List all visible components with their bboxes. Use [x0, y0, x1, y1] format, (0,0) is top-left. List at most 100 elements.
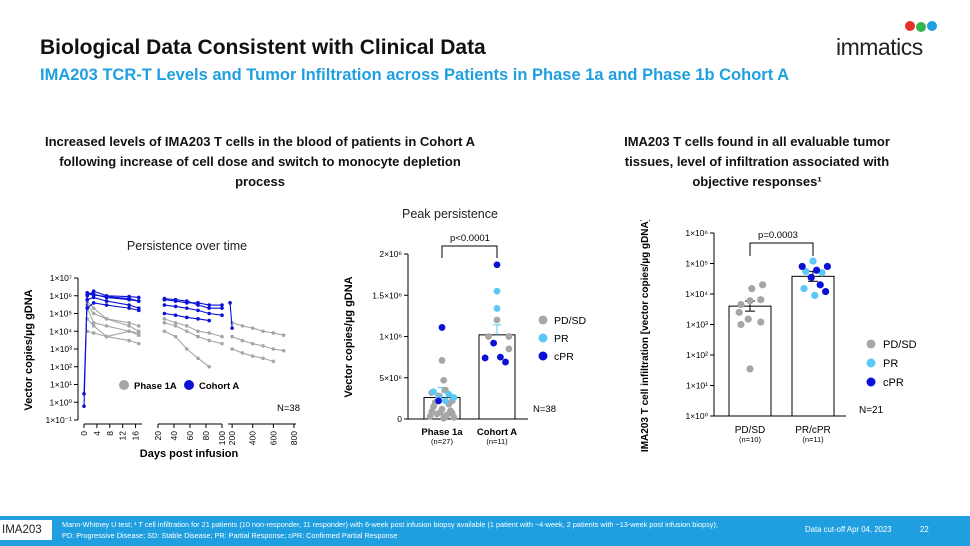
- x-tick-label: 0: [79, 431, 89, 436]
- y-tick-label: 1×10⁰: [685, 411, 708, 421]
- series-point: [104, 303, 109, 307]
- data-point: [435, 397, 442, 405]
- series-point: [173, 313, 178, 318]
- series-point: [127, 324, 131, 328]
- series-point: [136, 329, 141, 334]
- y-tick-label: 1×10²: [686, 350, 708, 360]
- data-point: [737, 300, 745, 309]
- legend-label: cPR: [883, 377, 904, 389]
- series-point: [173, 334, 178, 339]
- series-point: [207, 311, 211, 316]
- series-point: [136, 299, 141, 303]
- data-point: [757, 318, 765, 326]
- series-point: [250, 326, 255, 330]
- category-n-label: (n=11): [486, 437, 508, 446]
- data-point: [807, 273, 815, 282]
- legend-marker: [538, 315, 548, 325]
- series-point: [230, 326, 234, 330]
- significance-bracket: [441, 245, 498, 258]
- series-point: [220, 313, 224, 318]
- series-line: [83, 291, 139, 407]
- series-point: [104, 324, 109, 328]
- series-line: [231, 322, 284, 336]
- footer-badge: IMA203: [0, 520, 52, 540]
- series-point: [82, 391, 86, 396]
- series-point: [136, 308, 141, 313]
- data-point: [481, 354, 489, 362]
- series-line: [164, 304, 223, 316]
- y-tick-label: 1×10⁶: [379, 332, 402, 342]
- series-point: [91, 331, 96, 335]
- series-point: [173, 297, 178, 302]
- y-tick-label: 2×10⁶: [379, 249, 402, 259]
- right-heading: IMA203 T cells found in all evaluable tu…: [624, 134, 890, 189]
- legend-marker: [538, 333, 548, 343]
- x-tick-label: 800: [289, 431, 299, 445]
- data-point: [822, 287, 830, 296]
- y-tick-label: 1×10⁴: [685, 289, 708, 299]
- series-point: [271, 331, 276, 335]
- series-point: [261, 356, 265, 361]
- peak-persistence-chart: Peak persistence 0 5×10⁶ 1×10⁶ 1.5×10⁶ 2×10⁶ V…: [343, 207, 587, 446]
- category-label: Cohort A: [477, 427, 517, 438]
- data-point: [737, 320, 745, 329]
- legend-label: PD/SD: [554, 315, 587, 327]
- series-line: [231, 336, 284, 352]
- y-tick-label: 1×10⁵: [49, 309, 72, 319]
- x-tick-label: 100: [217, 431, 227, 445]
- infiltration-chart: 1×10⁰ 1×10¹ 1×10² 1×10³ 1×10⁴ 1×10⁵ 1×10⁶ IMA20…: [640, 220, 917, 452]
- data-point: [485, 333, 492, 340]
- series-point: [173, 320, 178, 325]
- data-point: [442, 413, 449, 420]
- chart-title: Peak persistence: [402, 207, 498, 221]
- logo-dot-red: [905, 21, 915, 31]
- data-point: [816, 281, 824, 289]
- series-point: [185, 306, 189, 310]
- series-point: [196, 303, 200, 307]
- data-point: [430, 388, 437, 396]
- x-tick-label: 8: [105, 431, 115, 436]
- x-tick-label: 400: [248, 431, 258, 445]
- series-point: [91, 320, 96, 325]
- category-label: PD/SD: [735, 425, 766, 436]
- persistence-chart: Persistence over time 1×10⁻¹ 1×10⁰ 1×10¹ 1×1…: [23, 239, 300, 460]
- series-point: [91, 301, 96, 305]
- series-point: [207, 303, 211, 307]
- x-tick-label: 4: [92, 431, 102, 436]
- series-point: [85, 306, 90, 310]
- series-point: [185, 329, 189, 334]
- x-tick-label: 20: [153, 431, 163, 441]
- series-point: [185, 324, 189, 328]
- legend-marker: [866, 358, 876, 368]
- series-point: [91, 311, 96, 316]
- y-tick-label: 5×10⁶: [379, 373, 402, 383]
- data-point: [505, 333, 513, 340]
- category-n-label: (n=10): [739, 435, 761, 444]
- series-point: [127, 320, 131, 325]
- series-line: [164, 297, 222, 309]
- legend-marker: [866, 377, 876, 387]
- data-point: [759, 281, 767, 289]
- data-point: [746, 297, 754, 305]
- series-point: [104, 317, 109, 321]
- y-axis-label: Vector copies/µg gDNA: [23, 289, 35, 410]
- series-point: [85, 292, 90, 297]
- series-line: [229, 302, 233, 329]
- series-point: [196, 308, 200, 313]
- series-point: [173, 324, 178, 328]
- data-point: [813, 266, 821, 274]
- series-point: [185, 299, 189, 303]
- series-point: [127, 329, 131, 334]
- series-point: [220, 306, 224, 310]
- n-annotation: N=38: [533, 404, 556, 415]
- series-point: [162, 311, 167, 316]
- n-annotation: N=21: [859, 405, 884, 416]
- immatics-logo: [905, 21, 937, 32]
- series-point: [127, 338, 131, 343]
- legend-label-phase1a: Phase 1A: [134, 381, 177, 392]
- y-tick-label: 1×10³: [50, 344, 72, 354]
- data-point: [802, 267, 810, 276]
- series-point: [240, 324, 245, 328]
- series-point: [261, 344, 265, 348]
- legend-marker: [538, 351, 548, 361]
